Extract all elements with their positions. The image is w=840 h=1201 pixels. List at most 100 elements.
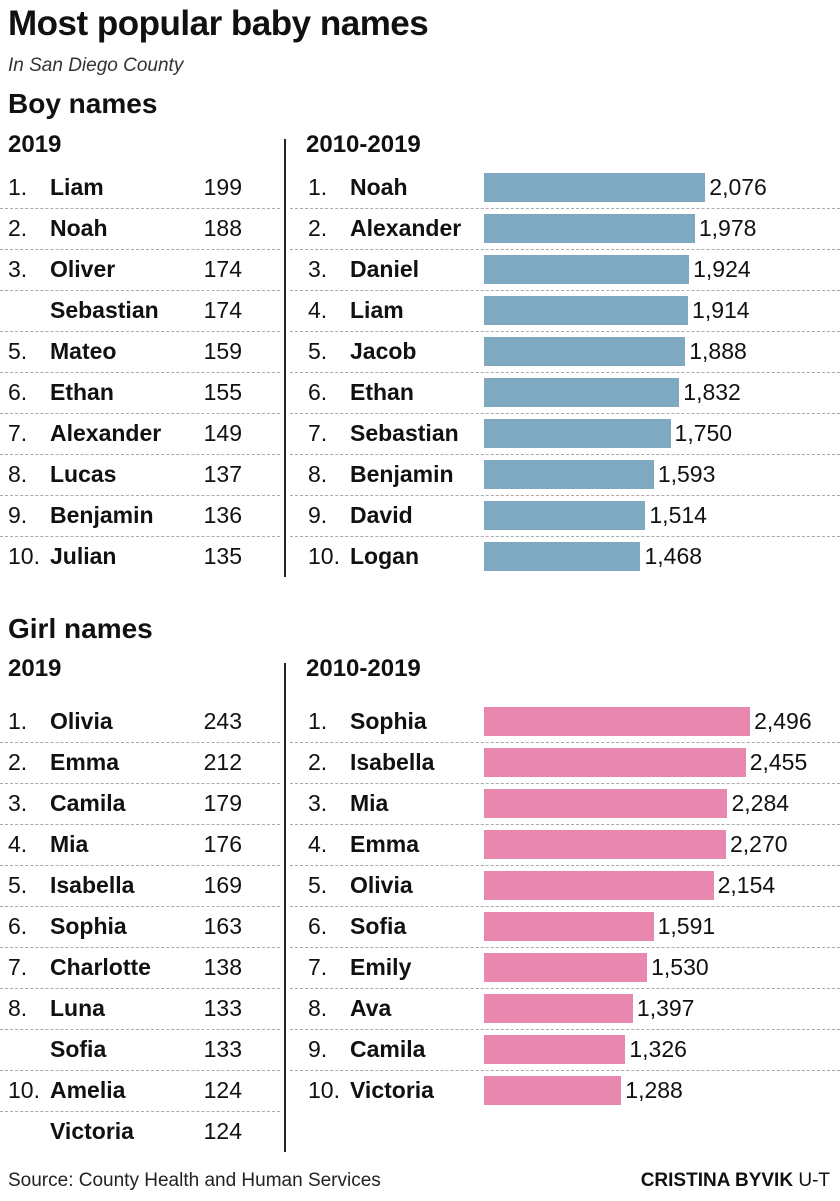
girl-bar-label: 1,591 — [657, 913, 716, 939]
boy-bar — [484, 542, 641, 571]
row-divider — [290, 290, 840, 291]
row-divider — [0, 947, 280, 948]
girl-2019-rank: 6. — [8, 913, 28, 939]
boy-2019-name: Ethan — [50, 379, 114, 405]
boy-2019-rank: 6. — [8, 379, 28, 405]
boy-decade-name: Sebastian — [350, 420, 459, 446]
boy-decade-rank: 8. — [308, 461, 328, 487]
boy-decade-header: 2010-2019 — [306, 131, 421, 158]
girl-decade-rank: 10. — [308, 1077, 340, 1103]
girl-decade-name: Camila — [350, 1036, 426, 1062]
girl-2019-value: 124 — [203, 1118, 242, 1144]
boy-2019-name: Noah — [50, 215, 108, 241]
boy-decade-rank: 6. — [308, 379, 328, 405]
girl-decade-name: Emma — [350, 831, 420, 857]
girl-2019-value: 179 — [203, 790, 242, 816]
girl-2019-name: Isabella — [50, 872, 135, 898]
boy-2019-value: 174 — [203, 256, 242, 282]
row-divider — [290, 1070, 840, 1071]
boy-2019-header: 2019 — [8, 131, 62, 158]
girl-bar-label: 1,288 — [625, 1077, 683, 1103]
girl-2019-name: Amelia — [50, 1077, 126, 1103]
girl-decade-name: Sophia — [350, 708, 427, 734]
girl-2019-name: Sophia — [50, 913, 127, 939]
boy-section-title: Boy names — [8, 88, 158, 119]
girl-2019-value: 212 — [203, 749, 242, 775]
row-divider — [290, 865, 840, 866]
girl-decade-rank: 1. — [308, 708, 328, 734]
girl-decade-rank: 2. — [308, 749, 328, 775]
girl-bar-label: 2,455 — [749, 749, 808, 775]
girl-decade-name: Emily — [350, 954, 412, 980]
credit: CRISTINA BYVIK U-T — [641, 1170, 830, 1192]
row-divider — [290, 372, 840, 373]
row-divider — [290, 413, 840, 414]
girl-bar-label: 2,284 — [731, 790, 790, 816]
boy-bar — [484, 419, 671, 448]
boy-decade-name: David — [350, 502, 413, 528]
boy-2019-name: Lucas — [50, 461, 117, 487]
boy-decade-rank: 1. — [308, 174, 328, 200]
row-divider — [290, 495, 840, 496]
girl-2019-name: Victoria — [50, 1118, 134, 1144]
boy-2019-rank: 5. — [8, 338, 28, 364]
boy-bar — [484, 460, 654, 489]
row-divider — [290, 742, 840, 743]
girl-bar-label: 1,326 — [629, 1036, 687, 1062]
girl-bar — [484, 1076, 622, 1105]
girl-bar — [484, 994, 633, 1023]
row-divider — [0, 988, 280, 989]
boy-bar — [484, 296, 689, 325]
boy-2019-name: Sebastian — [50, 297, 159, 323]
boy-decade-rank: 9. — [308, 502, 328, 528]
boy-2019-value: 188 — [203, 215, 242, 241]
girl-2019-rank: 10. — [8, 1077, 40, 1103]
boy-2019-name: Liam — [50, 174, 104, 200]
row-divider — [0, 1111, 280, 1112]
boy-2019-value: 155 — [203, 379, 242, 405]
girl-2019-name: Charlotte — [50, 954, 151, 980]
girl-bar-label: 2,496 — [754, 708, 812, 734]
row-divider — [290, 783, 840, 784]
row-divider — [0, 495, 280, 496]
girl-decade-name: Olivia — [350, 872, 413, 898]
girl-bar — [484, 748, 746, 777]
boy-bar-label: 1,888 — [689, 338, 747, 364]
boy-bar — [484, 214, 695, 243]
row-divider — [0, 536, 280, 537]
row-divider — [0, 249, 280, 250]
boy-2019-value: 174 — [203, 297, 242, 323]
girl-decade-rank: 3. — [308, 790, 328, 816]
boy-bar-label: 1,750 — [674, 420, 733, 446]
boy-2019-rank: 3. — [8, 256, 28, 282]
girl-bar-label: 2,270 — [729, 831, 788, 857]
boy-bar — [484, 173, 706, 202]
row-divider — [290, 988, 840, 989]
girl-2019-value: 138 — [203, 954, 242, 980]
boy-2019-value: 149 — [203, 420, 242, 446]
row-divider — [0, 454, 280, 455]
girl-bar-label: 1,530 — [651, 954, 709, 980]
girl-decade-name: Mia — [350, 790, 389, 816]
boy-decade-name: Benjamin — [350, 461, 454, 487]
boy-decade-name: Noah — [350, 174, 408, 200]
boy-decade-rank: 7. — [308, 420, 328, 446]
boy-bar-label: 1,914 — [692, 297, 750, 323]
boy-bar — [484, 501, 646, 530]
girl-decade-rank: 9. — [308, 1036, 328, 1062]
girl-2019-rank: 8. — [8, 995, 28, 1021]
girl-2019-rank: 5. — [8, 872, 28, 898]
boy-2019-name: Benjamin — [50, 502, 154, 528]
boy-2019-value: 199 — [203, 174, 242, 200]
girl-decade-name: Isabella — [350, 749, 435, 775]
girl-bar-label: 2,154 — [717, 872, 776, 898]
boy-2019-rank: 9. — [8, 502, 28, 528]
row-divider — [0, 906, 280, 907]
girl-2019-rank: 1. — [8, 708, 28, 734]
boy-2019-value: 137 — [203, 461, 242, 487]
boy-decade-name: Logan — [350, 543, 419, 569]
boy-decade-name: Liam — [350, 297, 404, 323]
girl-2019-rank: 2. — [8, 749, 28, 775]
row-divider — [0, 1070, 280, 1071]
boy-decade-name: Jacob — [350, 338, 417, 364]
